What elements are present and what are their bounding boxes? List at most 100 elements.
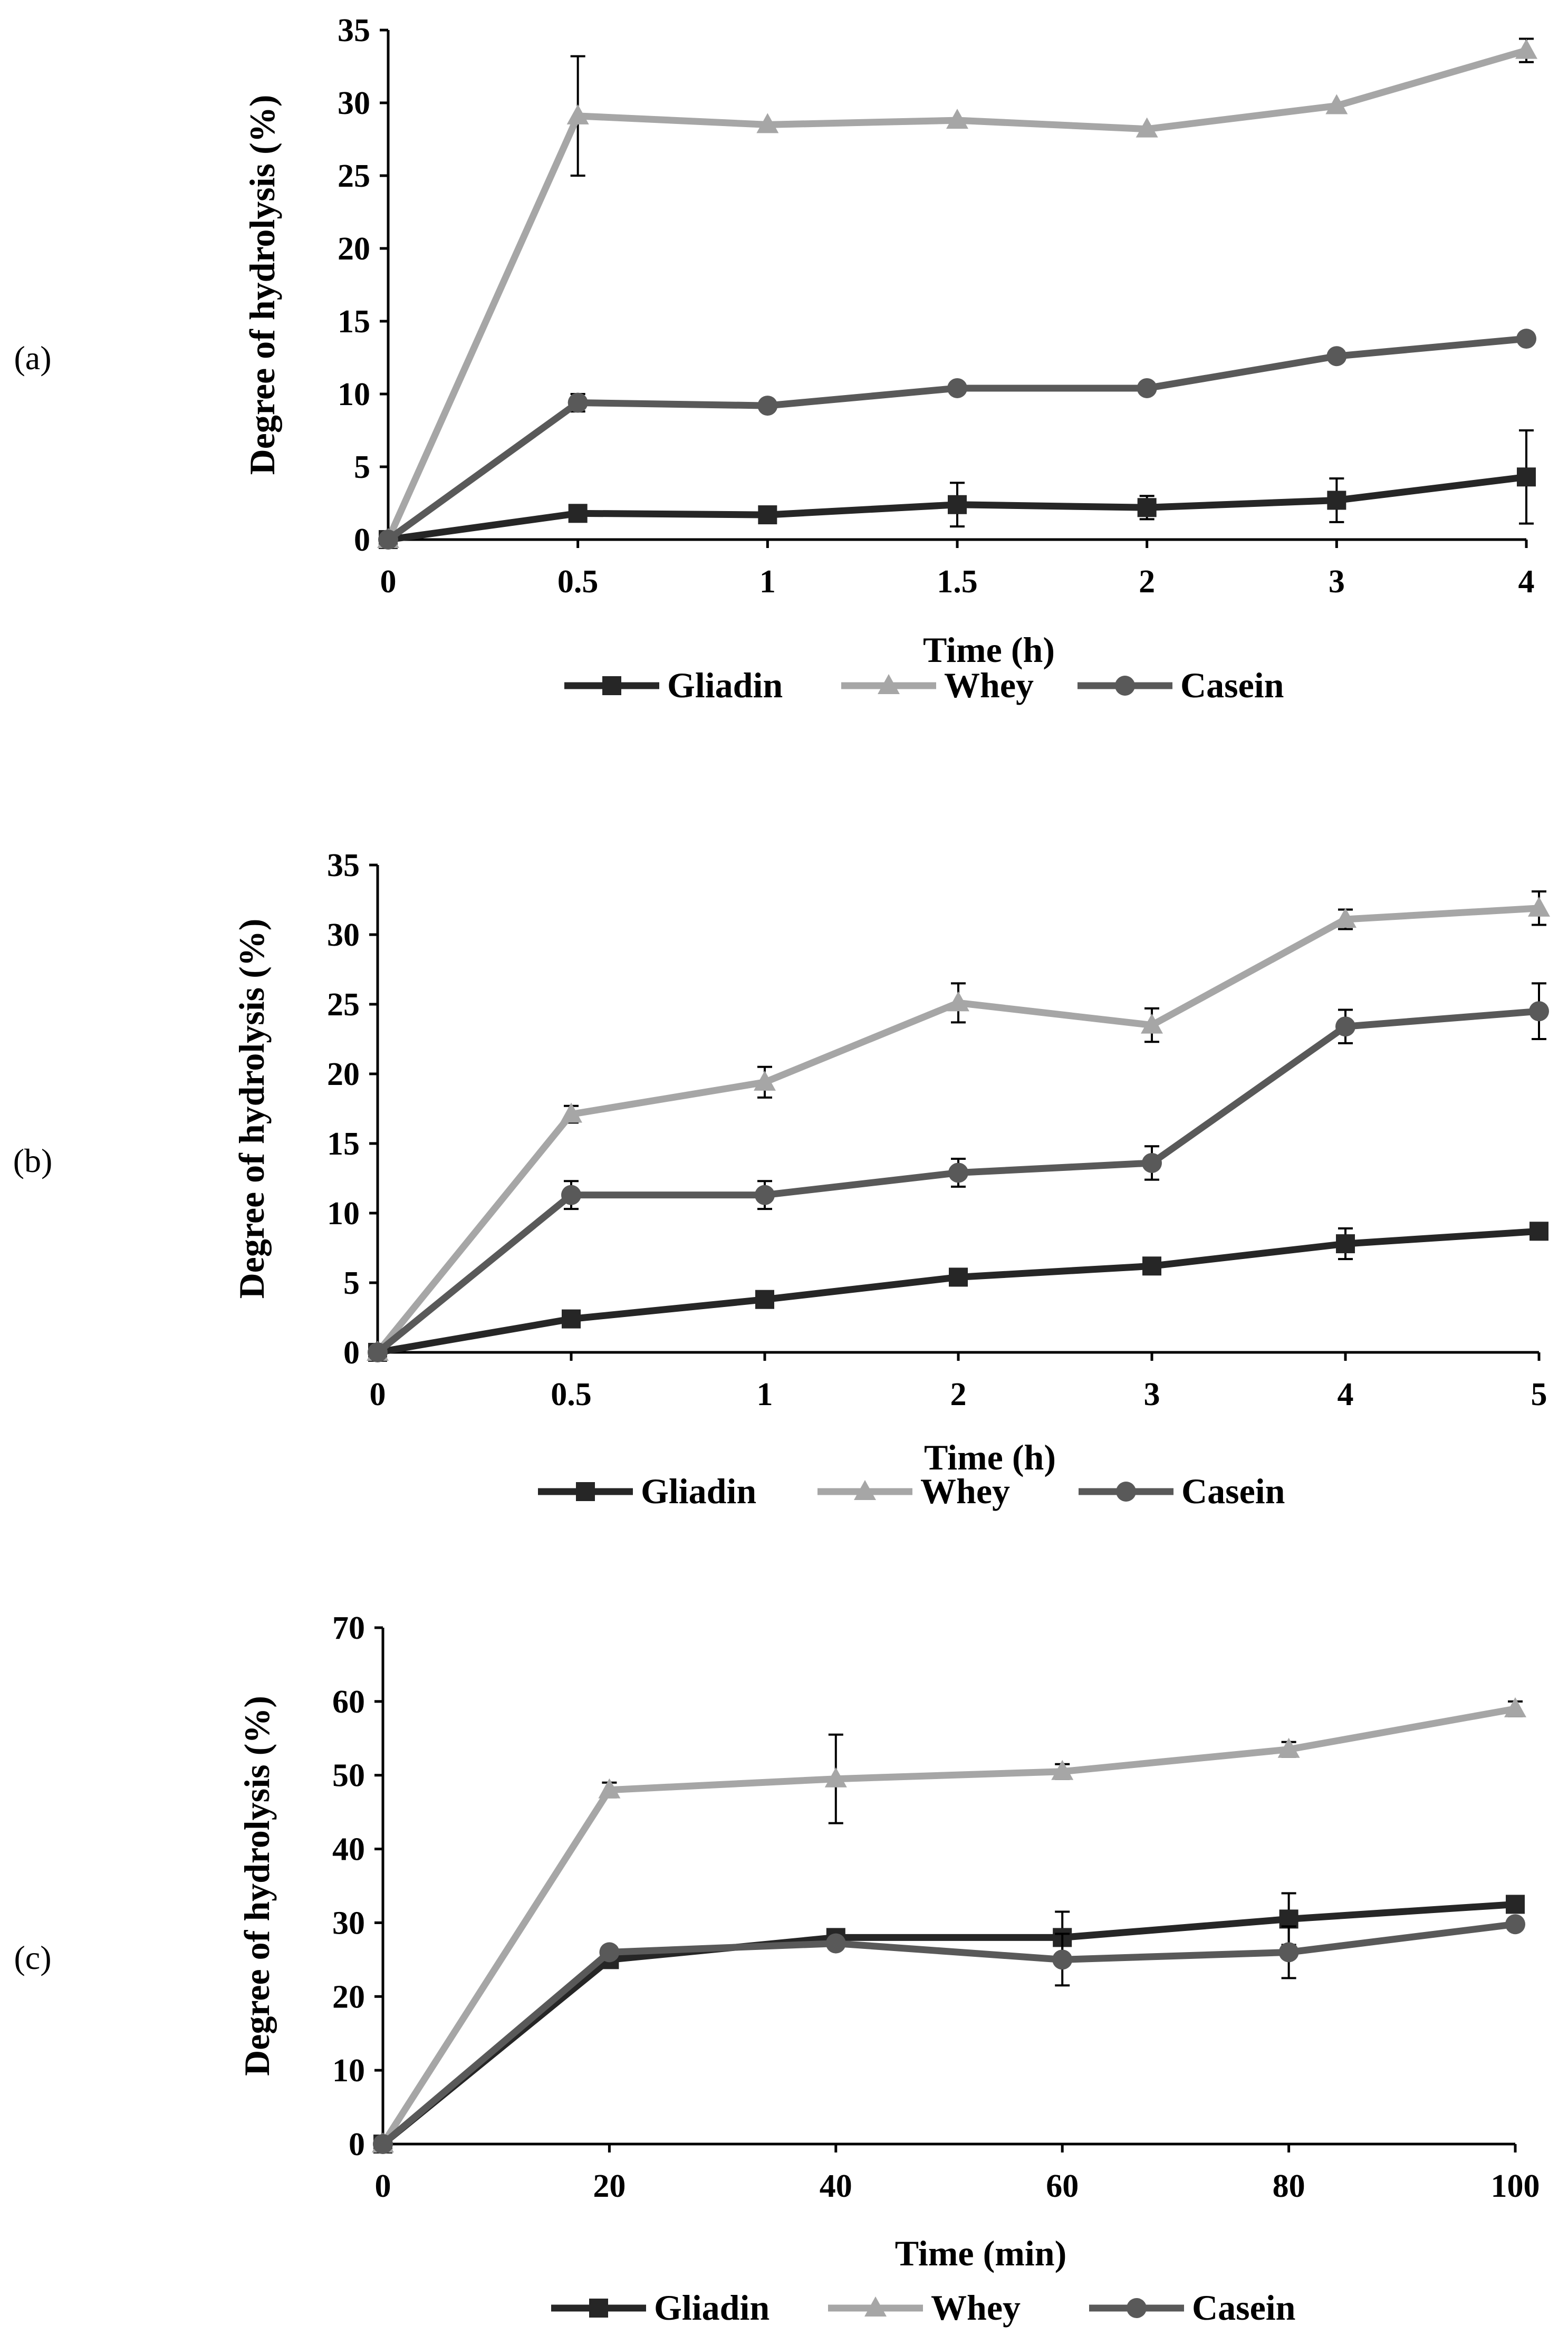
data-point <box>757 396 778 416</box>
x-tick-label: 0 <box>380 564 397 600</box>
data-point <box>1142 1256 1161 1276</box>
x-tick-label: 2 <box>1139 564 1155 600</box>
data-point <box>1505 1914 1525 1935</box>
series-whey <box>372 1697 1526 2152</box>
x-tick-label: 0 <box>375 2168 391 2204</box>
data-point <box>1136 117 1158 138</box>
data-point <box>1326 346 1347 367</box>
data-point <box>1325 94 1348 114</box>
data-point <box>1517 467 1536 487</box>
chart-panel-b: (b) 0 5 10 15 20 25 30 35 0 0.5 1 2 3 4 5 Degree of hy… <box>13 848 1550 1511</box>
x-tick-label: 40 <box>820 2168 852 2204</box>
x-tick-label: 3 <box>1144 1377 1160 1412</box>
y-axis-title: Degree of hydrolysis (%) <box>237 1696 277 2076</box>
x-tick-label: 4 <box>1338 1377 1354 1412</box>
y-tick-label: 20 <box>332 1979 365 2015</box>
series-whey <box>367 890 1550 1361</box>
x-tick-label: 5 <box>1531 1377 1547 1412</box>
series-whey <box>377 37 1537 548</box>
series-casein <box>378 329 1536 550</box>
y-tick-label: 5 <box>354 449 370 485</box>
plot-area: 0 5 10 15 20 25 30 35 0 0.5 1 2 3 4 5 <box>327 848 1550 1412</box>
data-point <box>599 1942 620 1963</box>
y-tick-label: 30 <box>327 917 360 953</box>
data-point <box>1506 1895 1525 1914</box>
data-point <box>560 1102 582 1123</box>
data-point <box>824 1767 847 1787</box>
x-axis-title: Time (min) <box>895 2233 1067 2273</box>
x-tick-label: 0.5 <box>557 564 599 600</box>
data-point <box>948 495 967 514</box>
data-point <box>598 1778 621 1799</box>
data-point <box>1327 491 1346 510</box>
y-tick-label: 25 <box>327 987 360 1023</box>
data-point <box>1137 378 1157 398</box>
legend-marker <box>589 2299 608 2318</box>
data-point <box>755 1185 775 1205</box>
y-tick-label: 5 <box>343 1265 360 1301</box>
y-tick-label: 70 <box>332 1610 365 1646</box>
legend: Gliadin Whey Casein <box>551 2288 1295 2328</box>
data-point <box>562 1309 581 1329</box>
data-point <box>947 378 967 398</box>
legend-marker <box>854 1480 876 1500</box>
legend-item: Gliadin <box>551 2288 769 2328</box>
data-point <box>568 504 588 523</box>
data-point <box>561 1185 581 1205</box>
chart-panel-a: (a) 0 5 10 15 20 25 30 35 0 0.5 1 1.5 2 3 4 Degree of … <box>14 13 1537 705</box>
y-tick-label: 35 <box>338 13 370 49</box>
legend-item: Whey <box>841 665 1034 705</box>
series-line <box>377 1227 1540 1356</box>
legend-item: Casein <box>1079 1471 1285 1511</box>
chart-panel-c: (c) 0 10 20 30 40 50 60 70 0 20 40 60 80 100 Degree o… <box>14 1610 1540 2328</box>
x-axis-title: Time (h) <box>923 630 1055 670</box>
legend-marker <box>602 676 621 695</box>
y-tick-label: 0 <box>349 2127 365 2163</box>
data-point <box>755 1290 774 1309</box>
y-tick-label: 10 <box>338 377 370 412</box>
data-point <box>1516 329 1536 349</box>
data-point <box>1334 907 1357 928</box>
legend-marker <box>1127 2298 1147 2318</box>
data-point <box>756 113 779 133</box>
data-point <box>1529 1001 1549 1022</box>
x-tick-label: 0 <box>370 1377 386 1412</box>
panel-label: (c) <box>14 1939 51 1976</box>
data-point <box>948 1162 968 1183</box>
y-tick-label: 50 <box>332 1758 365 1794</box>
legend-item: Gliadin <box>564 665 783 705</box>
legend-item: Whey <box>828 2288 1021 2328</box>
series-line <box>380 1705 1516 2146</box>
x-tick-label: 1 <box>757 1377 773 1412</box>
legend-marker <box>878 674 900 694</box>
data-point <box>825 1933 846 1954</box>
legend-label: Whey <box>931 2288 1021 2328</box>
data-point <box>567 392 588 413</box>
series-line <box>380 1900 1516 2147</box>
data-point <box>1336 1234 1355 1254</box>
data-point <box>566 104 589 124</box>
data-point <box>1051 1760 1074 1780</box>
x-tick-label: 20 <box>593 2168 626 2204</box>
y-axis-title: Degree of hydrolysis (%) <box>242 95 282 475</box>
data-point <box>949 1267 968 1287</box>
y-tick-label: 15 <box>327 1126 360 1162</box>
x-tick-label: 2 <box>950 1377 967 1412</box>
y-tick-label: 0 <box>343 1335 360 1371</box>
data-point <box>1278 1942 1299 1963</box>
legend-label: Casein <box>1180 665 1284 705</box>
legend-marker <box>1115 676 1135 696</box>
x-tick-label: 100 <box>1491 2168 1540 2204</box>
series-line <box>380 1920 1516 2147</box>
legend-label: Gliadin <box>667 665 783 705</box>
legend-marker <box>864 2296 887 2317</box>
plot-area: 0 5 10 15 20 25 30 35 0 0.5 1 1.5 2 3 4 <box>338 13 1537 600</box>
series-gliadin <box>368 1222 1548 1362</box>
y-tick-label: 10 <box>327 1196 360 1232</box>
x-tick-label: 1.5 <box>937 564 978 600</box>
data-point <box>946 109 968 129</box>
y-tick-label: 35 <box>327 848 360 883</box>
data-point <box>1142 1152 1162 1173</box>
legend-label: Whey <box>944 665 1034 705</box>
